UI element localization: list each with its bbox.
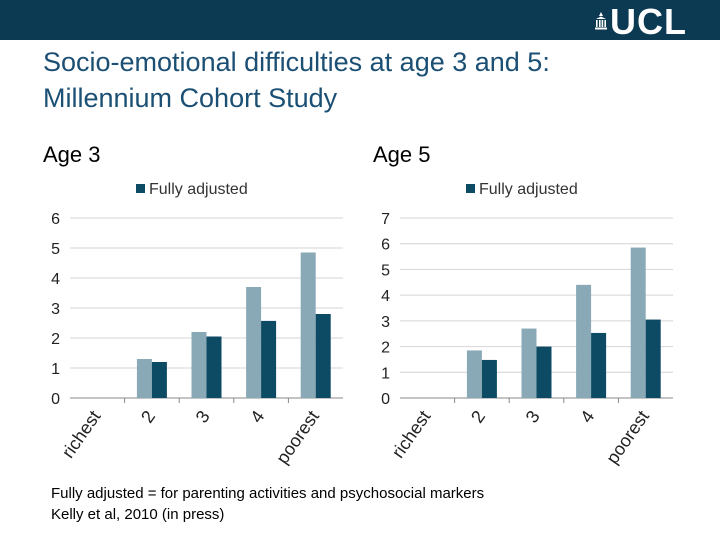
x-tick-label: 3: [192, 407, 214, 427]
y-tick-label: 3: [381, 314, 390, 331]
bar-light: [630, 247, 646, 398]
slide-title: Socio-emotional difficulties at age 3 an…: [43, 44, 703, 116]
bar-fully-adjusted: [645, 319, 661, 398]
y-tick-label: 0: [51, 391, 60, 408]
age5-chart: 0 1 2 3 4 5 6 7 richest 2 3 4 poorest Fully adjusted: [360, 170, 680, 470]
x-tick-label: poorest: [602, 407, 653, 468]
x-tick-label: richest: [58, 407, 105, 462]
portico-icon: [595, 12, 607, 30]
right-chart-label: Age 5: [373, 142, 431, 167]
y-tick-label: 2: [51, 331, 60, 348]
legend-swatch: [136, 184, 145, 193]
footer-note: Fully adjusted = for parenting activitie…: [51, 485, 485, 502]
bar-light: [466, 350, 482, 398]
x-tick-label: 4: [246, 407, 268, 427]
y-tick-label: 2: [381, 340, 390, 357]
bar-fully-adjusted: [536, 346, 552, 398]
logo-text: UCL: [610, 1, 687, 42]
ucl-logo: UCL: [594, 2, 704, 42]
x-tick-label: 2: [137, 407, 159, 427]
title-line-2: Millennium Cohort Study: [43, 83, 338, 113]
bar-light: [136, 359, 152, 398]
bar-fully-adjusted: [315, 314, 331, 398]
bar-fully-adjusted: [151, 362, 167, 398]
bar-fully-adjusted: [481, 359, 497, 398]
y-tick-label: 1: [51, 361, 60, 378]
x-tick-label: poorest: [272, 407, 323, 468]
bar-light: [576, 284, 592, 398]
age3-chart: 0 1 2 3 4 5 6 richest 2 3 4 poorest Fully adjusted: [30, 170, 350, 470]
left-chart-label: Age 3: [43, 142, 101, 167]
legend-label: Fully adjusted: [149, 181, 248, 198]
footer-citation: Kelly et al, 2010 (in press): [51, 506, 225, 523]
legend-label: Fully adjusted: [479, 181, 578, 198]
x-tick-label: 3: [522, 407, 544, 427]
y-tick-label: 7: [381, 211, 390, 228]
x-tick-label: richest: [388, 407, 435, 462]
y-tick-label: 6: [51, 211, 60, 228]
bar-light: [521, 328, 537, 398]
footer-notes: Fully adjusted = for parenting activitie…: [51, 483, 484, 525]
bar-fully-adjusted: [206, 336, 222, 398]
legend-swatch: [466, 184, 475, 193]
bar-light: [300, 252, 316, 398]
bar-light: [246, 287, 262, 398]
x-tick-label: 2: [467, 407, 489, 427]
y-tick-label: 3: [51, 301, 60, 318]
y-tick-label: 6: [381, 237, 390, 254]
y-tick-label: 5: [381, 262, 390, 279]
bar-fully-adjusted: [591, 332, 607, 398]
x-tick-label: 4: [576, 407, 598, 427]
y-tick-label: 1: [381, 365, 390, 382]
bar-fully-adjusted: [261, 320, 277, 398]
title-line-1: Socio-emotional difficulties at age 3 an…: [43, 47, 550, 77]
header-bar: UCL: [0, 0, 720, 42]
y-tick-label: 5: [51, 241, 60, 258]
y-tick-label: 0: [381, 391, 390, 408]
bar-light: [191, 332, 207, 398]
y-tick-label: 4: [381, 288, 390, 305]
y-tick-label: 4: [51, 271, 60, 288]
